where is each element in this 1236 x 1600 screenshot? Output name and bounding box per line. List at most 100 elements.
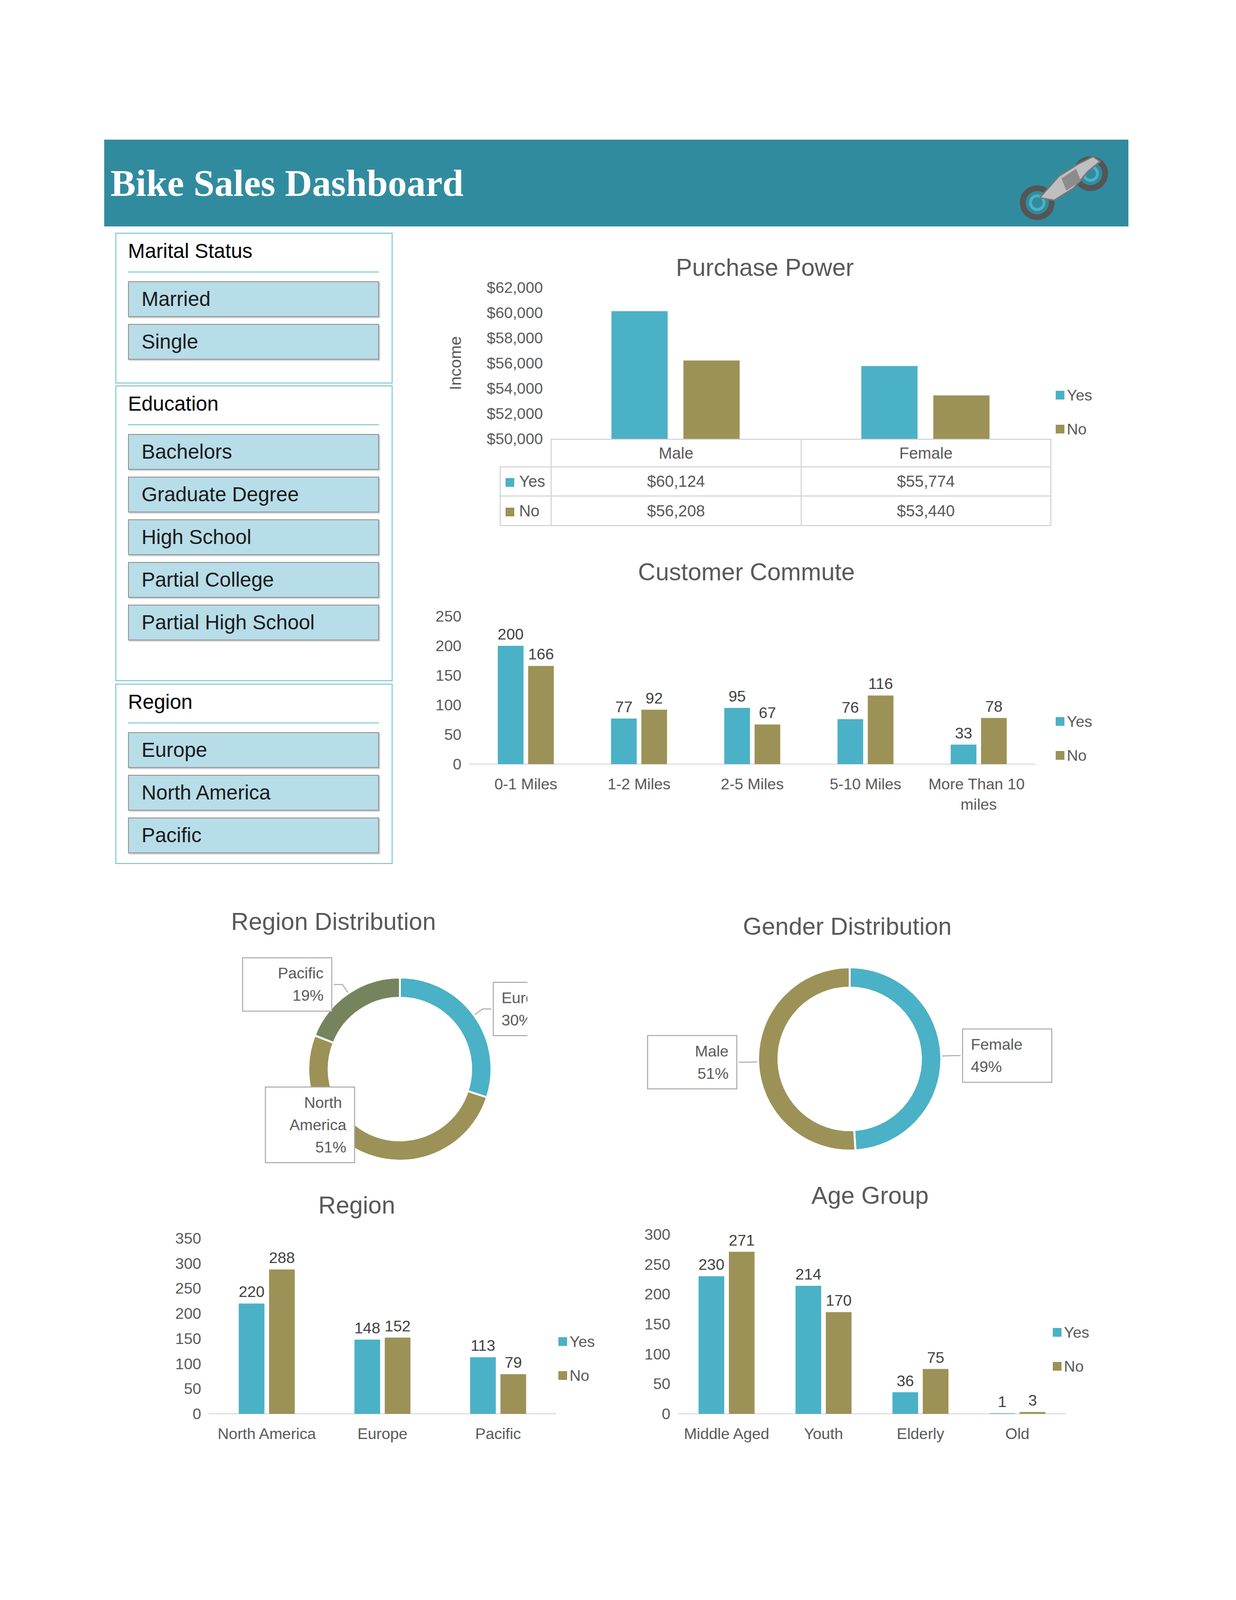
svg-text:51%: 51%: [315, 1138, 347, 1156]
svg-text:Middle Aged: Middle Aged: [683, 1424, 770, 1442]
svg-text:250: 250: [435, 607, 462, 625]
svg-text:1-2 Miles: 1-2 Miles: [607, 775, 671, 793]
svg-text:116: 116: [868, 674, 893, 693]
html-text:Bike Sales Dashboard: Bike Sales Dashboard: [110, 161, 464, 205]
svg-text:North America: North America: [217, 1424, 317, 1442]
svg-text:350: 350: [175, 1229, 202, 1247]
svg-text:Gender Distribution: Gender Distribution: [743, 912, 952, 940]
svg-text:2-5 Miles: 2-5 Miles: [720, 775, 784, 793]
svg-text:166: 166: [527, 645, 554, 663]
svg-text:200: 200: [497, 625, 524, 643]
html-text:Married: Married: [141, 287, 211, 311]
svg-text:Pacific: Pacific: [277, 964, 324, 982]
svg-text:Region Distribution: Region Distribution: [231, 907, 436, 935]
svg-text:$58,000: $58,000: [486, 329, 543, 347]
svg-text:Customer Commute: Customer Commute: [637, 558, 855, 586]
svg-text:30%: 30%: [501, 1011, 528, 1029]
svg-text:230: 230: [698, 1255, 725, 1273]
svg-text:$56,000: $56,000: [486, 354, 543, 372]
svg-text:0: 0: [192, 1404, 202, 1423]
svg-text:No: No: [1063, 1357, 1084, 1375]
svg-text:150: 150: [435, 666, 462, 684]
svg-text:No: No: [569, 1366, 590, 1384]
svg-text:Europe: Europe: [501, 988, 528, 1007]
svg-text:92: 92: [645, 689, 664, 707]
svg-text:Youth: Youth: [804, 1424, 844, 1442]
svg-text:5-10 Miles: 5-10 Miles: [829, 775, 902, 793]
svg-text:More Than 10: More Than 10: [928, 775, 1030, 793]
svg-text:76: 76: [841, 698, 860, 716]
svg-text:220: 220: [238, 1282, 265, 1300]
svg-text:50: 50: [183, 1379, 202, 1397]
svg-text:150: 150: [175, 1329, 202, 1347]
svg-text:100: 100: [175, 1354, 202, 1373]
svg-text:Female: Female: [970, 1035, 1023, 1053]
html-text:Graduate Degree: Graduate Degree: [141, 482, 299, 506]
svg-text:300: 300: [175, 1254, 202, 1272]
svg-text:36: 36: [896, 1371, 915, 1390]
svg-text:152: 152: [384, 1316, 411, 1335]
svg-text:0: 0: [452, 755, 462, 773]
svg-text:Income: Income: [445, 335, 465, 391]
svg-text:Age Group: Age Group: [811, 1181, 929, 1209]
svg-text:$52,000: $52,000: [486, 404, 543, 423]
svg-text:0: 0: [661, 1404, 671, 1423]
svg-text:200: 200: [435, 636, 462, 655]
svg-text:America: America: [289, 1115, 347, 1134]
svg-text:Yes: Yes: [1063, 1323, 1090, 1341]
svg-text:288: 288: [269, 1248, 295, 1267]
svg-text:3: 3: [1028, 1391, 1037, 1409]
svg-text:250: 250: [644, 1255, 671, 1273]
svg-text:Yes: Yes: [569, 1332, 595, 1350]
svg-text:67: 67: [758, 703, 777, 722]
svg-text:95: 95: [728, 687, 746, 705]
svg-text:Europe: Europe: [357, 1424, 408, 1442]
svg-text:50: 50: [443, 725, 462, 744]
svg-text:148: 148: [354, 1318, 381, 1337]
svg-text:No: No: [1066, 420, 1087, 438]
svg-text:78: 78: [985, 697, 1003, 715]
html-text:Partial High School: Partial High School: [141, 610, 315, 634]
svg-text:170: 170: [825, 1291, 852, 1309]
svg-text:51%: 51%: [697, 1064, 729, 1082]
svg-text:33: 33: [954, 724, 973, 742]
svg-text:49%: 49%: [970, 1057, 1002, 1076]
svg-text:79: 79: [504, 1353, 523, 1371]
svg-text:Old: Old: [1005, 1424, 1030, 1442]
svg-text:Pacific: Pacific: [475, 1424, 522, 1442]
svg-text:$54,000: $54,000: [486, 379, 543, 397]
svg-text:113: 113: [470, 1336, 496, 1354]
svg-text:50: 50: [652, 1374, 671, 1393]
html-text:Marital Status: Marital Status: [127, 239, 253, 263]
html-text:North America: North America: [141, 780, 271, 804]
svg-text:19%: 19%: [292, 986, 324, 1004]
svg-text:$50,000: $50,000: [486, 429, 543, 448]
svg-text:150: 150: [644, 1315, 671, 1333]
svg-text:271: 271: [728, 1231, 755, 1249]
svg-text:Yes: Yes: [1066, 712, 1093, 730]
svg-text:250: 250: [175, 1279, 202, 1297]
svg-text:75: 75: [926, 1348, 945, 1366]
svg-text:77: 77: [615, 697, 633, 716]
svg-text:100: 100: [435, 696, 462, 714]
svg-text:1: 1: [998, 1392, 1007, 1411]
svg-text:miles: miles: [960, 795, 998, 813]
svg-text:0-1 Miles: 0-1 Miles: [494, 775, 558, 793]
svg-text:Elderly: Elderly: [896, 1424, 945, 1442]
svg-text:North: North: [303, 1093, 347, 1111]
svg-text:Yes: Yes: [1066, 386, 1093, 404]
html-text:Pacific: Pacific: [141, 823, 202, 847]
svg-text:200: 200: [644, 1284, 671, 1303]
svg-text:$60,000: $60,000: [486, 303, 543, 322]
svg-text:214: 214: [795, 1265, 822, 1283]
svg-text:Purchase Power: Purchase Power: [676, 253, 855, 282]
html-text:High School: High School: [141, 525, 252, 549]
svg-text:$62,000: $62,000: [486, 278, 543, 297]
svg-text:No: No: [1066, 746, 1087, 764]
svg-text:Male: Male: [695, 1042, 729, 1060]
svg-text:Region: Region: [318, 1191, 396, 1219]
svg-text:300: 300: [644, 1225, 671, 1243]
svg-text:200: 200: [175, 1304, 202, 1322]
svg-text:100: 100: [644, 1345, 671, 1363]
html-text:Region: Region: [127, 690, 193, 714]
